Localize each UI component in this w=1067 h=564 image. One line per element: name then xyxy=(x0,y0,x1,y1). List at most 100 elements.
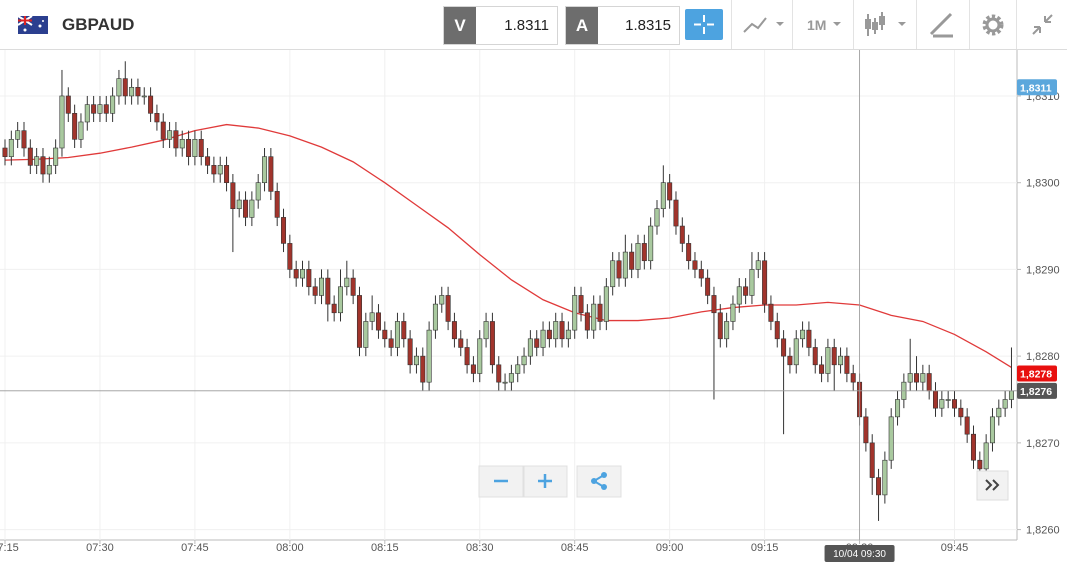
candle-body xyxy=(401,321,407,340)
candle-body xyxy=(502,381,508,384)
candle-body xyxy=(262,156,268,183)
x-tick-label: 09:15 xyxy=(751,542,779,554)
candle-body xyxy=(603,286,609,322)
candle-body xyxy=(458,338,464,348)
x-tick-label: 08:45 xyxy=(561,542,589,554)
candle-body xyxy=(515,364,521,374)
crosshair-time-label: 10/04 09:30 xyxy=(833,549,886,560)
settings-button[interactable] xyxy=(969,0,1016,49)
candle-body xyxy=(173,130,179,149)
candle-body xyxy=(1002,399,1008,409)
candle-body xyxy=(635,243,641,270)
candle-body xyxy=(300,269,306,279)
candle-body xyxy=(122,78,128,97)
ask-tag: A xyxy=(566,7,598,44)
candle-body xyxy=(939,399,945,409)
candle-body xyxy=(382,329,388,340)
candle-body xyxy=(534,338,540,348)
candle-body xyxy=(179,139,185,149)
candle-body xyxy=(325,277,331,305)
candle-body xyxy=(129,86,135,97)
moving-average xyxy=(4,123,1012,368)
ask-price: 1.8315 xyxy=(625,17,671,34)
bid-tag: V xyxy=(444,7,476,44)
candle-body xyxy=(983,442,989,470)
candle-body xyxy=(736,286,742,305)
candle-body xyxy=(84,104,90,123)
candle-body xyxy=(907,373,913,383)
candle-body xyxy=(591,303,597,331)
candle-body xyxy=(445,295,451,322)
candle-body xyxy=(34,156,40,166)
candle-body xyxy=(15,130,21,140)
candle-body xyxy=(40,156,46,175)
x-tick-label: 08:00 xyxy=(276,542,304,554)
candle-body xyxy=(281,217,287,244)
candle-body xyxy=(186,139,192,157)
bid-price: 1.8311 xyxy=(504,17,549,34)
scroll-end-button[interactable] xyxy=(976,470,1009,501)
candle-body xyxy=(508,373,514,383)
candle-body xyxy=(825,347,831,374)
price-label: 1,8278 xyxy=(1020,368,1052,380)
candle-body xyxy=(926,373,932,392)
candle-body xyxy=(641,243,647,262)
ask-box[interactable]: A 1.8315 xyxy=(565,6,680,45)
candle-body xyxy=(337,286,343,314)
candle-body xyxy=(483,321,489,340)
crosshair-time-box xyxy=(824,545,895,562)
candle-body xyxy=(198,139,204,157)
price-label-box xyxy=(1017,79,1057,96)
candle-body xyxy=(996,407,1002,418)
candle-body xyxy=(489,321,495,366)
candle-body xyxy=(91,104,97,114)
candle-body xyxy=(945,399,951,401)
candle-body xyxy=(249,199,255,218)
y-tick-label: 1,8270 xyxy=(1026,438,1060,450)
crosshair-button[interactable] xyxy=(685,9,723,40)
candle-body xyxy=(559,321,565,340)
interval-button[interactable]: 1M xyxy=(792,0,853,49)
y-tick-label: 1,8260 xyxy=(1026,525,1060,537)
candle-body xyxy=(211,165,217,175)
candle-body xyxy=(344,277,350,288)
candle-body xyxy=(667,182,673,201)
candle-body xyxy=(1008,390,1014,400)
candle-body xyxy=(546,329,552,340)
share-button[interactable] xyxy=(576,465,622,498)
candle-body xyxy=(800,329,806,340)
candle-body xyxy=(293,269,299,279)
bid-box[interactable]: V 1.8311 xyxy=(443,6,558,45)
symbol: GBPAUD xyxy=(62,15,135,34)
candle-body xyxy=(768,303,774,322)
toolbar: GBPAUD V 1.8311 A 1.8315 1M xyxy=(0,0,1067,50)
zoom-controls xyxy=(478,465,1009,501)
candle-body xyxy=(407,338,413,366)
candle-body xyxy=(850,373,856,383)
chart-type-button[interactable] xyxy=(731,0,792,49)
candle-body xyxy=(135,86,141,97)
candle-body xyxy=(255,182,261,201)
candle-body xyxy=(496,364,502,383)
candle-body xyxy=(470,364,476,374)
candle-body xyxy=(660,182,666,210)
candle-body xyxy=(369,312,375,322)
candle-body xyxy=(989,416,995,444)
candle-body xyxy=(781,338,787,357)
candle-body xyxy=(812,347,818,366)
caret-icon xyxy=(833,22,841,26)
candle-body xyxy=(553,321,559,340)
price-label-box xyxy=(1017,365,1057,382)
candle-body xyxy=(692,260,698,270)
candle-body xyxy=(831,347,837,366)
candle-body xyxy=(724,321,730,340)
candle-body xyxy=(774,321,780,340)
candle-button[interactable] xyxy=(853,0,916,49)
candle-body xyxy=(951,399,957,409)
draw-button[interactable] xyxy=(916,0,969,49)
candle-body xyxy=(876,477,882,496)
candle-body xyxy=(312,286,318,296)
fullscreen-button[interactable] xyxy=(1016,0,1067,49)
candle-body xyxy=(838,355,844,366)
